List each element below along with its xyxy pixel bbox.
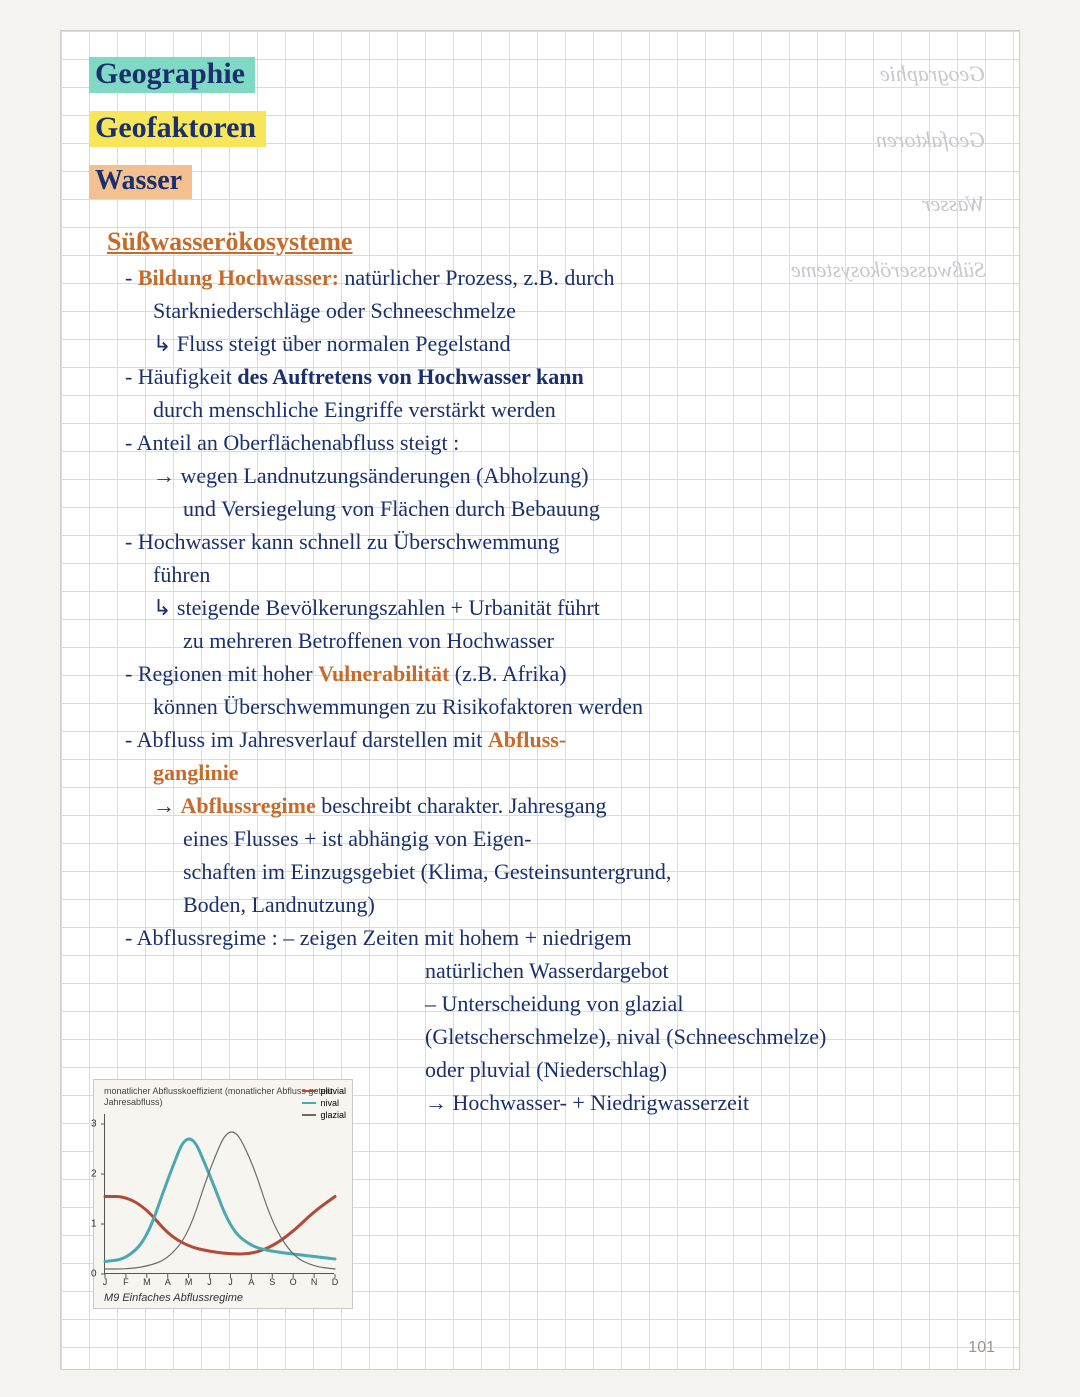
note-line: (Gletscherschmelze), nival (Schneeschmel… <box>425 1020 991 1053</box>
note-line: - Abfluss im Jahresverlauf darstellen mi… <box>125 723 991 756</box>
note-line: – Unterscheidung von glazial <box>425 987 991 1020</box>
note-line: schaften im Einzugsgebiet (Klima, Gestei… <box>125 855 991 888</box>
note-line: - Häufigkeit des Auftretens von Hochwass… <box>125 360 991 393</box>
notes-block: - Bildung Hochwasser: natürlicher Prozes… <box>125 261 991 1119</box>
bleed-text: Wasser <box>922 191 985 217</box>
note-line: führen <box>125 558 991 591</box>
note-line: → Hochwasser- + Niedrigwasserzeit <box>425 1086 991 1119</box>
notebook-page: Geographie Geofaktoren Wasser Süßwasserö… <box>60 30 1020 1370</box>
note-line: ganglinie <box>125 756 991 789</box>
heading-topic: Geofaktoren <box>89 111 266 147</box>
bleed-text: Süßwasserökosysteme <box>791 257 985 283</box>
note-line: ↳ Fluss steigt über normalen Pegelstand <box>125 327 991 360</box>
heading-subtopic: Wasser <box>89 165 192 199</box>
chart-caption: M9 Einfaches Abflussregime <box>104 1292 346 1304</box>
chart-plot-area: 0123JFMAMJJASOND <box>104 1114 334 1274</box>
page-number: 101 <box>968 1339 995 1357</box>
note-line: natürlichen Wasserdargebot <box>425 954 991 987</box>
heading-subject: Geographie <box>89 57 255 93</box>
note-line: → wegen Landnutzungsänderungen (Abholzun… <box>125 459 991 492</box>
chart-abflussregime: monatlicher Abflusskoeffizient (monatlic… <box>93 1079 353 1309</box>
note-line: können Überschwemmungen zu Risikofaktore… <box>125 690 991 723</box>
section-title: Süßwasserökosysteme <box>107 227 991 257</box>
note-line: ↳ steigende Bevölkerungszahlen + Urbanit… <box>125 591 991 624</box>
note-line: → Abflussregime beschreibt charakter. Ja… <box>125 789 991 822</box>
note-line: - Anteil an Oberflächenabfluss steigt : <box>125 426 991 459</box>
bleed-text: Geographie <box>880 61 985 87</box>
note-line: durch menschliche Eingriffe verstärkt we… <box>125 393 991 426</box>
note-line: oder pluvial (Niederschlag) <box>425 1053 991 1086</box>
note-line: - Abflussregime : – zeigen Zeiten mit ho… <box>125 921 991 954</box>
legend-label: nival <box>320 1098 339 1108</box>
note-line: - Regionen mit hoher Vulnerabilität (z.B… <box>125 657 991 690</box>
note-line: Boden, Landnutzung) <box>125 888 991 921</box>
note-line: eines Flusses + ist abhängig von Eigen- <box>125 822 991 855</box>
legend-label: pluvial <box>320 1086 346 1096</box>
bleed-text: Geofaktoren <box>876 127 985 153</box>
note-line: - Hochwasser kann schnell zu Überschwemm… <box>125 525 991 558</box>
note-line: zu mehreren Betroffenen von Hochwasser <box>125 624 991 657</box>
note-line: Starkniederschläge oder Schneeschmelze <box>125 294 991 327</box>
note-line: und Versiegelung von Flächen durch Bebau… <box>125 492 991 525</box>
